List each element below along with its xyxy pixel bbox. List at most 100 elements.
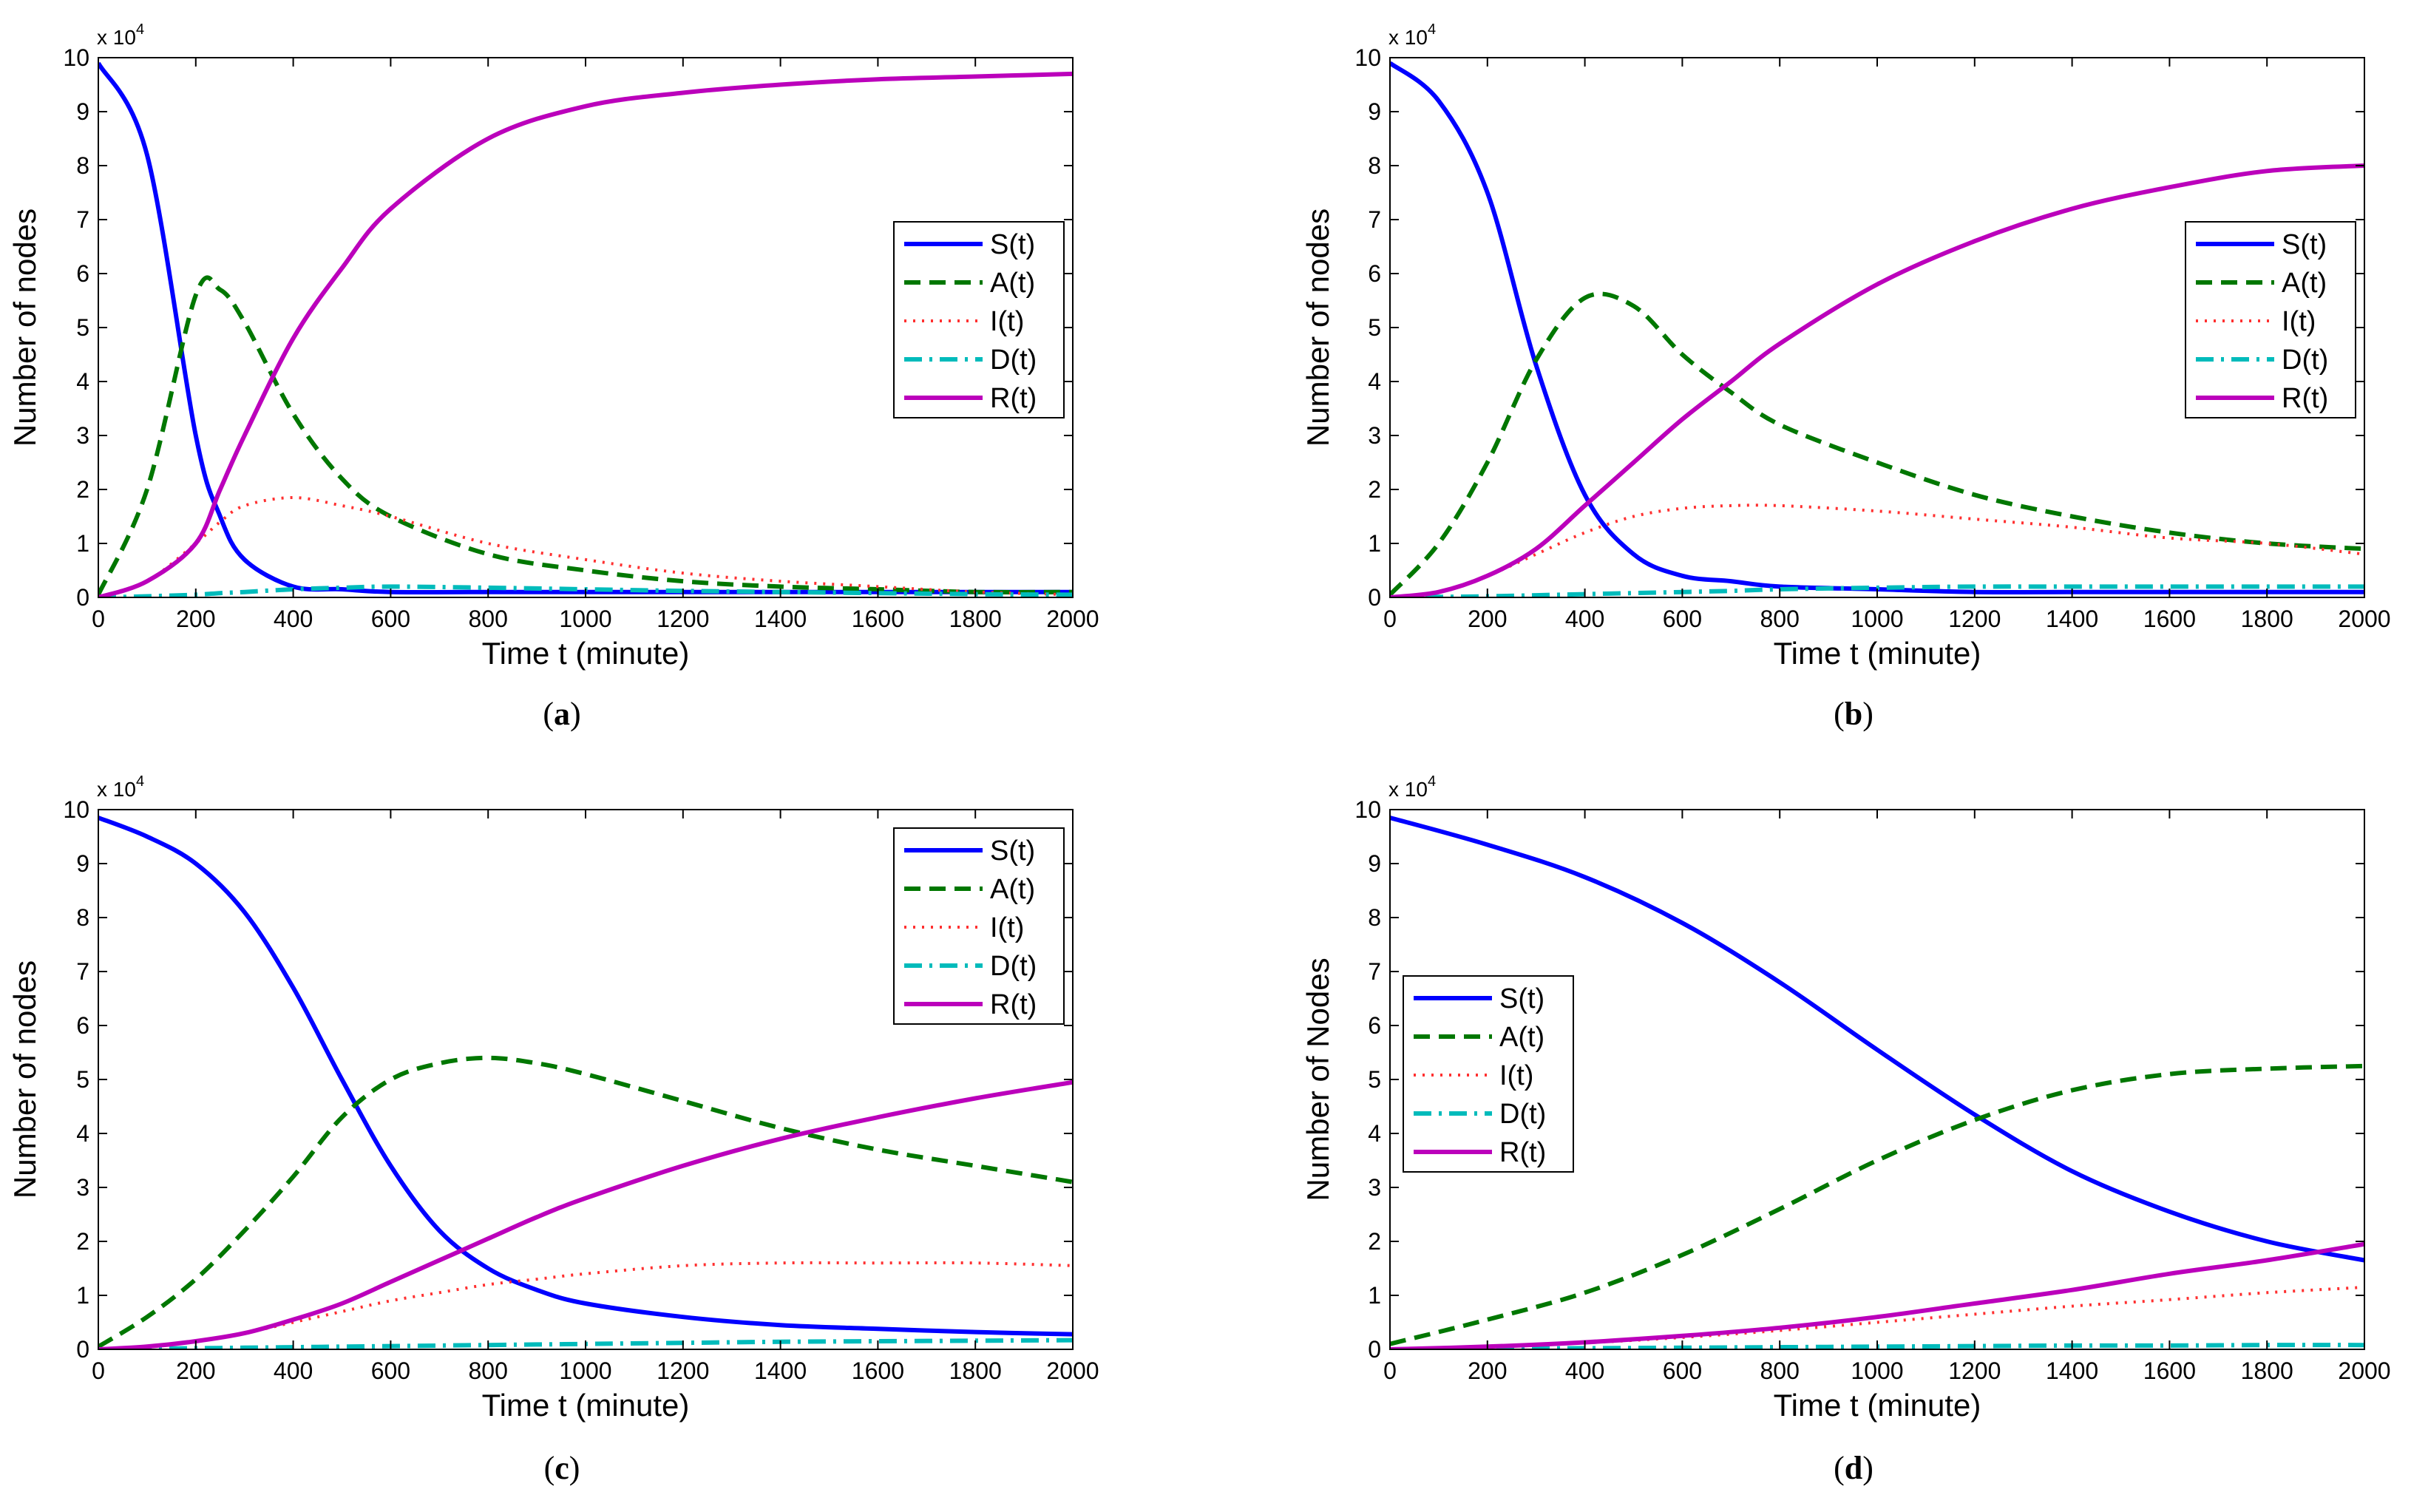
legend-box: [2185, 221, 2356, 418]
series-line-st: [98, 816, 1073, 1337]
y-tick-label: 3: [76, 1174, 89, 1201]
x-tick-label: 2000: [1046, 1357, 1099, 1384]
chart-panel-c: 0 200 400 600 800 1000 1200 1400 1600 1800 2000 0 1 2…: [7, 773, 1099, 1486]
y-multiplier-exponent: 4: [1428, 773, 1436, 790]
caption-open-paren: (: [1834, 696, 1845, 732]
x-tick-label: 1200: [657, 606, 709, 632]
legend-label-st: S(t): [2282, 229, 2327, 260]
y-tick-label: 5: [76, 314, 89, 341]
legend-label-at: A(t): [990, 874, 1035, 905]
x-tick-label: 1200: [657, 1357, 709, 1384]
y-multiplier-base: x 10: [1388, 778, 1428, 801]
y-axis-label: Number of nodes: [7, 209, 42, 447]
y-tick-label: 5: [1368, 314, 1381, 341]
y-tick-label: 7: [1368, 206, 1381, 233]
y-tick-label: 2: [1368, 1228, 1381, 1255]
legend-label-at: A(t): [1499, 1022, 1544, 1053]
x-tick-label: 1600: [852, 1357, 904, 1384]
x-axis-label: Time t (minute): [482, 636, 690, 671]
x-tick-label: 800: [469, 606, 508, 632]
y-tick-label: 3: [1368, 422, 1381, 449]
caption-letter: b: [1845, 696, 1862, 732]
legend: S(t) A(t) I(t) D(t) R(t): [893, 827, 1065, 1025]
y-multiplier-exponent: 4: [136, 773, 144, 790]
legend-label-dt: D(t): [1499, 1099, 1546, 1130]
x-tick-label: 2000: [2338, 1357, 2390, 1384]
x-tick-label: 0: [1383, 1357, 1397, 1384]
legend-box: [1403, 975, 1574, 1173]
series-line-at: [1390, 1063, 2364, 1346]
y-axis-label: Number of Nodes: [1301, 957, 1335, 1201]
series-line-at: [98, 275, 1073, 596]
y-tick-label: 3: [1368, 1174, 1381, 1201]
x-tick-label: 1200: [1948, 606, 2001, 632]
x-tick-label: 1400: [754, 1357, 807, 1384]
y-tick-label: 6: [76, 1012, 89, 1039]
y-tick-label: 10: [1354, 44, 1381, 71]
y-tick-label: 8: [1368, 904, 1381, 931]
series-line-it: [98, 1261, 1073, 1349]
series-line-st: [1390, 61, 2364, 594]
series-line-rt: [1390, 1241, 2364, 1349]
y-tick-label: 6: [1368, 260, 1381, 287]
legend-label-st: S(t): [990, 229, 1035, 260]
legend-label-rt: R(t): [1499, 1137, 1546, 1168]
y-tick-label: 1: [1368, 1282, 1381, 1309]
legend-label-it: I(t): [2282, 306, 2316, 337]
y-tick-label: 7: [1368, 958, 1381, 985]
y-tick-label: 4: [1368, 1120, 1381, 1147]
x-tick-label: 1800: [949, 1357, 1002, 1384]
y-tick-label: 10: [63, 44, 89, 71]
y-multiplier-exponent: 4: [1428, 21, 1436, 38]
series-line-rt: [98, 71, 1073, 597]
y-multiplier: x 104: [97, 21, 144, 49]
y-axis-label: Number of nodes: [7, 960, 42, 1199]
series-line-it: [1390, 1286, 2364, 1349]
y-tick-label: 0: [1368, 1336, 1381, 1363]
series-line-rt: [1390, 163, 2364, 597]
y-multiplier-base: x 10: [97, 26, 136, 49]
series-line-at: [98, 1055, 1073, 1349]
series-group: [98, 816, 1073, 1349]
x-tick-label: 2000: [2338, 606, 2390, 632]
y-tick-label: 8: [1368, 152, 1381, 179]
legend-label-it: I(t): [990, 306, 1024, 337]
x-tick-label: 1800: [949, 606, 1002, 632]
y-multiplier-exponent: 4: [136, 21, 144, 38]
x-tick-label: 1600: [2143, 1357, 2196, 1384]
y-tick-label: 1: [76, 1282, 89, 1309]
y-tick-label: 0: [76, 584, 89, 611]
legend-label-st: S(t): [990, 835, 1035, 867]
x-tick-label: 200: [1468, 1357, 1507, 1384]
panel-caption: (c): [544, 1450, 580, 1486]
x-tick-label: 1600: [852, 606, 904, 632]
x-tick-label: 600: [371, 606, 410, 632]
legend-label-it: I(t): [990, 912, 1024, 943]
chart-panel-a: 0 200 400 600 800 1000 1200 1400 1600 1800 2000 0 1 2…: [7, 21, 1099, 732]
y-tick-label: 2: [76, 1228, 89, 1255]
x-tick-label: 1000: [559, 1357, 611, 1384]
legend-label-dt: D(t): [990, 951, 1037, 982]
legend-label-rt: R(t): [990, 989, 1037, 1020]
x-axis-label: Time t (minute): [482, 1388, 690, 1423]
y-tick-label: 5: [76, 1066, 89, 1093]
caption-close-paren: ): [570, 696, 581, 732]
caption-open-paren: (: [543, 696, 554, 732]
caption-close-paren: ): [1862, 1450, 1873, 1486]
series-line-at: [1390, 291, 2364, 597]
x-tick-label: 1000: [559, 606, 611, 632]
series-line-dt: [1390, 584, 2364, 597]
legend-label-dt: D(t): [990, 345, 1037, 376]
legend-box: [893, 221, 1065, 418]
x-tick-label: 1800: [2241, 1357, 2293, 1384]
x-tick-label: 1400: [2046, 1357, 2098, 1384]
series-line-st: [1390, 816, 2364, 1263]
caption-letter: d: [1845, 1450, 1862, 1486]
y-tick-label: 3: [76, 422, 89, 449]
caption-close-paren: ): [569, 1450, 580, 1486]
x-tick-label: 400: [274, 1357, 313, 1384]
legend-label-rt: R(t): [2282, 383, 2328, 414]
series-line-dt: [98, 1338, 1073, 1349]
panel-caption: (d): [1834, 1450, 1873, 1486]
